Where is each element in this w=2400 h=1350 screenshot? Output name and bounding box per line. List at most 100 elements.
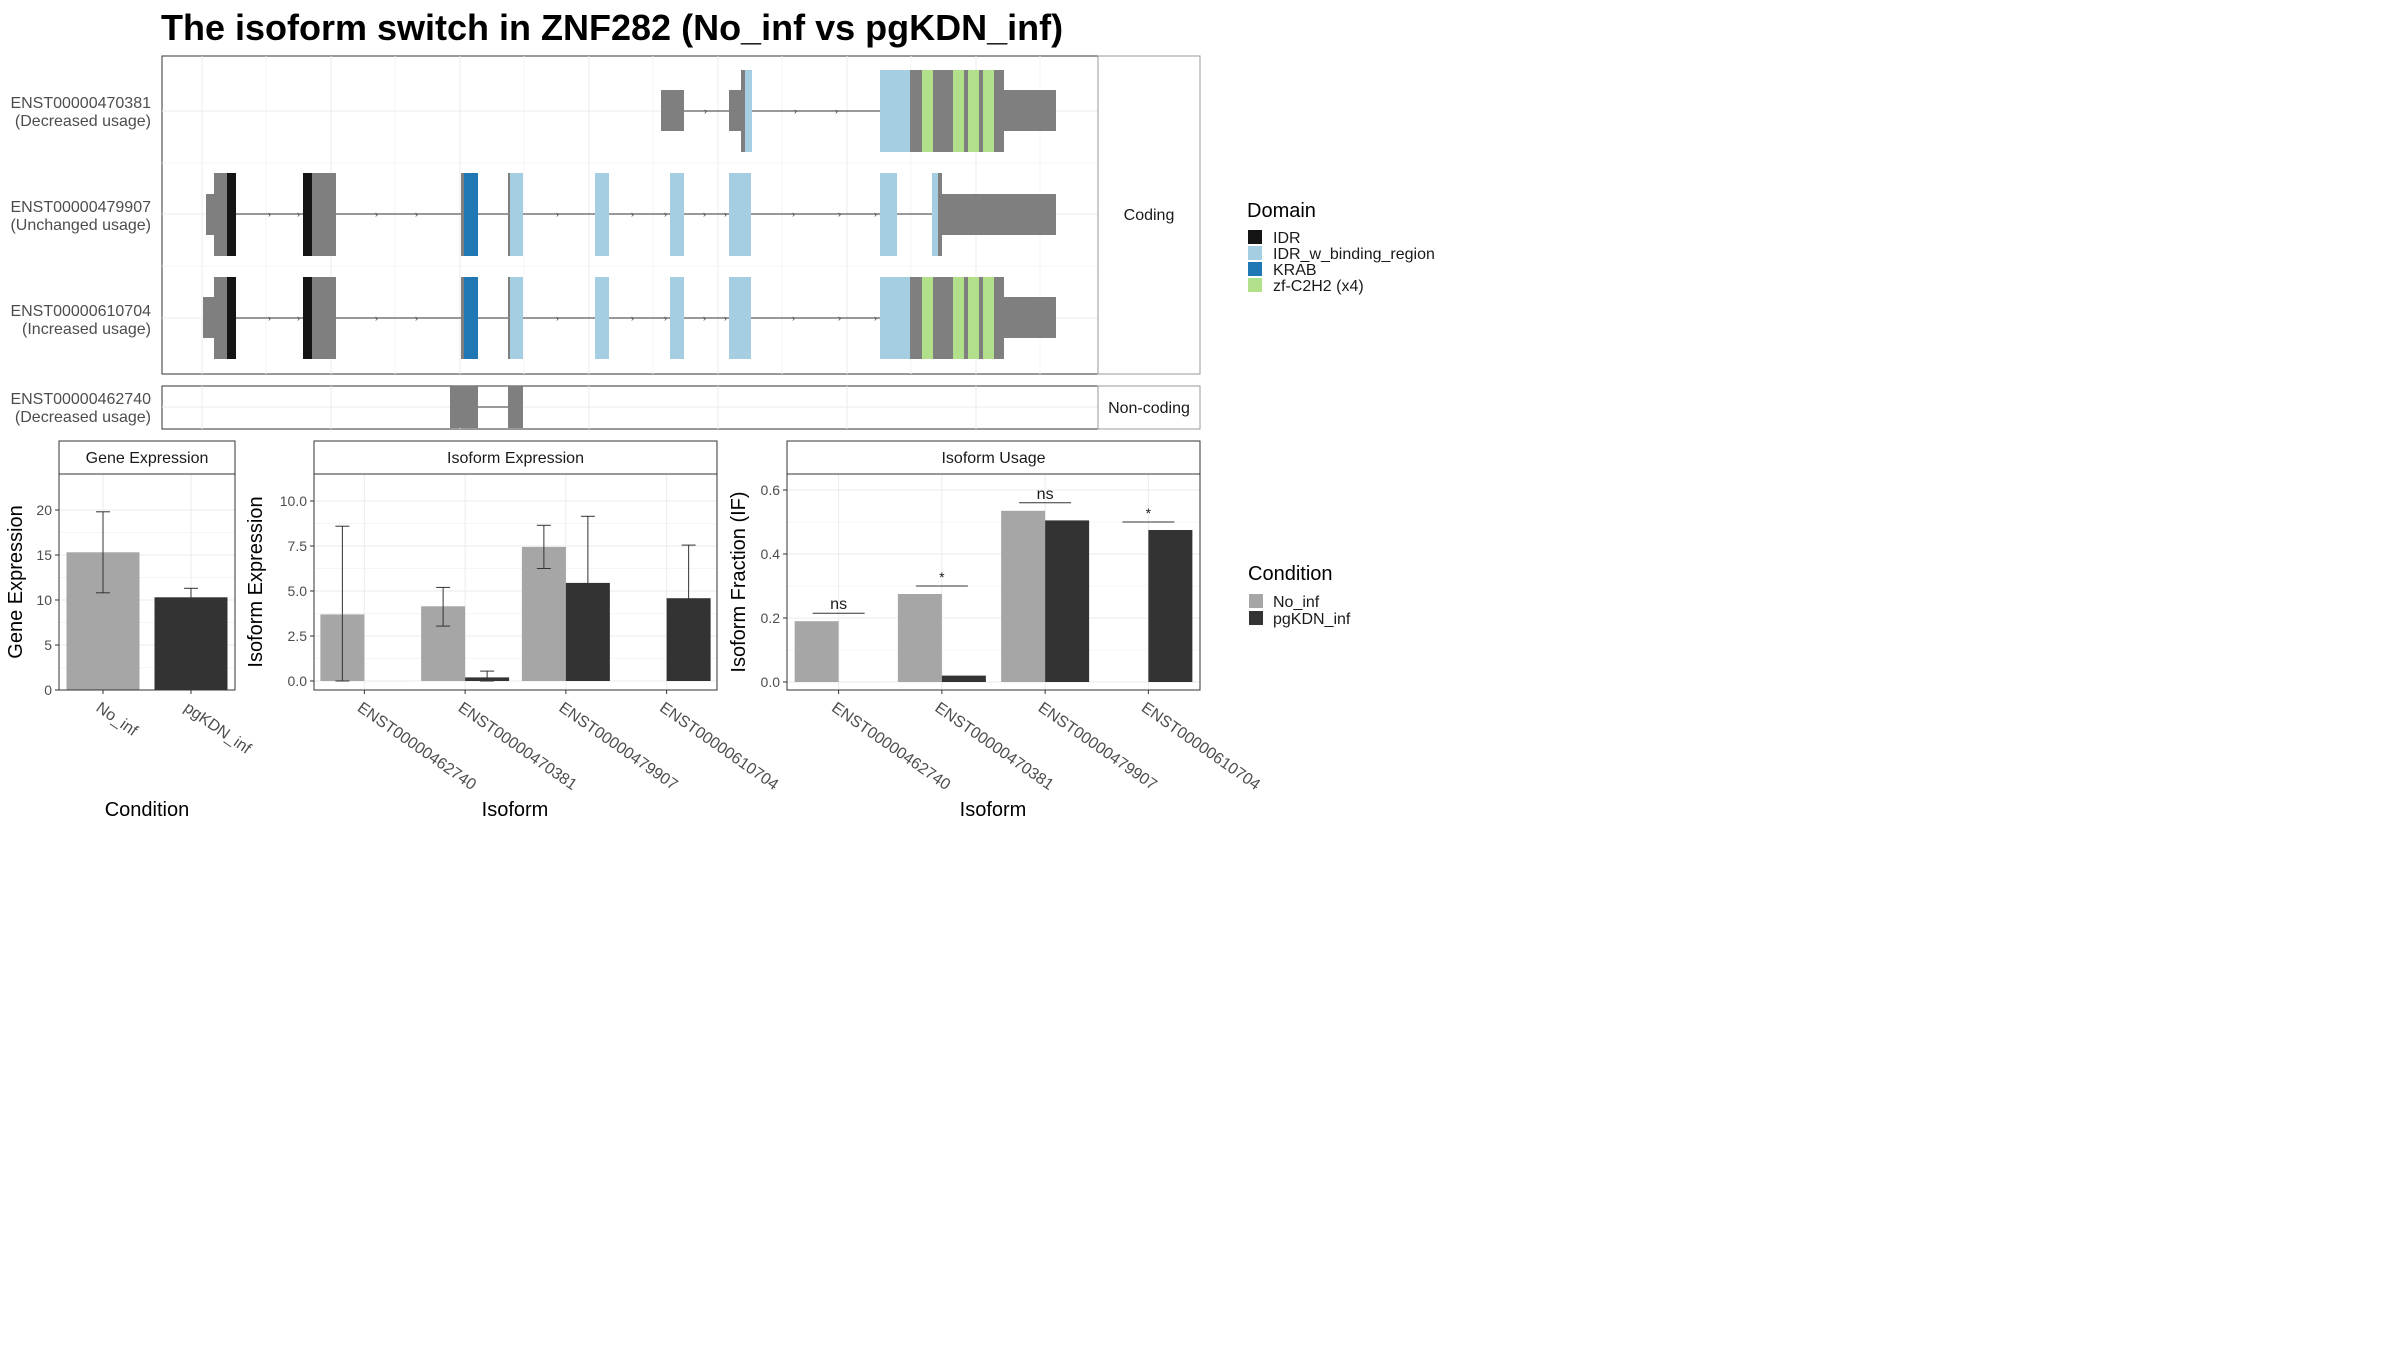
- significance-label: ns: [830, 596, 847, 613]
- bar-No_inf-ENST00000470381: [897, 594, 942, 682]
- plot-border: [313, 473, 718, 691]
- noncoding-strip: Non-coding: [1097, 385, 1201, 430]
- condition-legend: Condition No_inf pgKDN_inf: [1248, 563, 1351, 628]
- isoform-label-id: ENST00000470381: [10, 95, 151, 112]
- isoform-label-usage: (Increased usage): [22, 321, 151, 338]
- isoform-label-usage: (Decreased usage): [15, 409, 151, 426]
- bar-panel-1: Gene Expression 0 5 10 15 20 No_inf pgKDN_inf Ge…: [5, 440, 255, 821]
- coding-strip-label: Coding: [1124, 207, 1175, 224]
- svg-text:›: ›: [792, 209, 795, 219]
- y-tick-label: 0: [44, 682, 52, 698]
- coding-strip: Coding: [1097, 55, 1201, 375]
- isoform-track-462740: [450, 386, 523, 428]
- plot-border: [58, 473, 236, 691]
- y-tick-label: 15: [36, 547, 52, 563]
- significance-label: *: [1146, 505, 1152, 521]
- svg-text:›: ›: [724, 313, 727, 323]
- x-axis-title: Isoform: [482, 799, 549, 821]
- panel-title: Isoform Usage: [941, 450, 1045, 467]
- svg-text:›: ›: [375, 313, 378, 323]
- legend-label: KRAB: [1273, 262, 1317, 279]
- isoform-track-610704: › › › › › › › › › › › ›: [203, 277, 1056, 359]
- svg-text:›: ›: [874, 209, 877, 219]
- bar-No_inf-ENST00000462740: [794, 621, 839, 682]
- legend-label: IDR_w_binding_region: [1273, 246, 1435, 263]
- svg-text:›: ›: [703, 209, 706, 219]
- bar-No_inf-ENST00000479907: [521, 546, 566, 681]
- x-tick-label: pgKDN_inf: [181, 699, 255, 758]
- svg-text:›: ›: [556, 209, 559, 219]
- x-tick-label: No_inf: [93, 699, 141, 740]
- figure-title: The isoform switch in ZNF282 (No_inf vs …: [161, 7, 1063, 48]
- y-tick-label: 10.0: [280, 493, 307, 509]
- svg-text:›: ›: [838, 209, 841, 219]
- significance-label: ns: [1037, 486, 1054, 503]
- legend-label: IDR: [1273, 230, 1301, 247]
- panel-strip: [313, 440, 718, 475]
- svg-text:›: ›: [835, 106, 838, 116]
- y-tick-label: 0.4: [761, 546, 781, 562]
- domain-legend: Domain IDR IDR_w_binding_region KRAB zf-…: [1247, 200, 1435, 295]
- plot-border: [786, 473, 1201, 691]
- domain-legend-title: Domain: [1247, 200, 1316, 222]
- noncoding-structure-panel: [161, 385, 1099, 430]
- legend-swatch-no-inf: [1249, 594, 1263, 608]
- panel-strip: [786, 440, 1201, 475]
- legend-label: zf-C2H2 (x4): [1273, 278, 1364, 295]
- svg-text:›: ›: [631, 209, 634, 219]
- y-tick-label: 0.2: [761, 610, 781, 626]
- bar-pgKDN_inf: [154, 597, 228, 690]
- isoform-label-usage: (Decreased usage): [15, 113, 151, 130]
- y-tick-label: 5.0: [288, 583, 308, 599]
- svg-text:›: ›: [375, 209, 378, 219]
- coding-structure-panel: › › › › › › › › ›: [161, 55, 1099, 375]
- y-tick-label: 0.0: [288, 673, 308, 689]
- svg-text:›: ›: [415, 209, 418, 219]
- legend-swatch-krab: [1248, 262, 1262, 276]
- legend-swatch-idr: [1248, 230, 1262, 244]
- svg-text:›: ›: [792, 313, 795, 323]
- bar-pgKDN_inf-ENST00000610704: [1148, 530, 1193, 682]
- y-axis-title: Isoform Fraction (IF): [728, 491, 750, 672]
- x-axis-title: Isoform: [960, 799, 1027, 821]
- legend-swatch-pgkdn-inf: [1249, 611, 1263, 625]
- panel-title: Isoform Expression: [447, 450, 584, 467]
- svg-text:›: ›: [556, 313, 559, 323]
- y-tick-label: 0.6: [761, 482, 781, 498]
- y-axis-title: Gene Expression: [5, 505, 27, 658]
- isoform-label-id: ENST00000610704: [10, 303, 151, 320]
- y-tick-label: 0.0: [761, 674, 781, 690]
- svg-text:›: ›: [297, 209, 300, 219]
- isoform-track-470381: › › ›: [661, 70, 1056, 152]
- legend-label: No_inf: [1273, 594, 1320, 611]
- isoform-label-id: ENST00000462740: [10, 391, 151, 408]
- svg-text:›: ›: [794, 106, 797, 116]
- svg-text:›: ›: [664, 313, 667, 323]
- y-tick-label: 7.5: [288, 538, 308, 554]
- svg-text:›: ›: [297, 313, 300, 323]
- svg-text:›: ›: [704, 106, 707, 116]
- svg-text:›: ›: [874, 313, 877, 323]
- y-tick-label: 20: [36, 502, 52, 518]
- x-axis-title: Condition: [105, 799, 190, 821]
- svg-text:›: ›: [268, 209, 271, 219]
- svg-text:›: ›: [664, 209, 667, 219]
- noncoding-strip-label: Non-coding: [1108, 400, 1190, 417]
- y-tick-label: 2.5: [288, 628, 308, 644]
- isoform-label-usage: (Unchanged usage): [10, 217, 151, 234]
- bar-panels: Gene Expression 0 5 10 15 20 No_inf pgKDN_inf Ge…: [5, 440, 1263, 821]
- isoform-labels: ENST00000470381 (Decreased usage) ENST00…: [10, 95, 151, 426]
- bar-panel-3: Isoform Usagens*ns*0.00.20.40.6ENST00000…: [728, 440, 1263, 821]
- y-tick-label: 10: [36, 592, 52, 608]
- plot-area: [787, 474, 1200, 690]
- significance-label: *: [939, 569, 945, 585]
- svg-text:›: ›: [838, 313, 841, 323]
- panel-title: Gene Expression: [86, 450, 209, 467]
- svg-text:›: ›: [631, 313, 634, 323]
- isoform-track-479907: › › › › › › › › › › › ›: [206, 173, 1056, 256]
- bar-pgKDN_inf-ENST00000470381: [941, 675, 986, 682]
- legend-swatch-zf: [1248, 278, 1262, 292]
- isoform-switch-figure: The isoform switch in ZNF282 (No_inf vs …: [5, 7, 1435, 821]
- y-tick-label: 5: [44, 637, 52, 653]
- svg-text:›: ›: [724, 209, 727, 219]
